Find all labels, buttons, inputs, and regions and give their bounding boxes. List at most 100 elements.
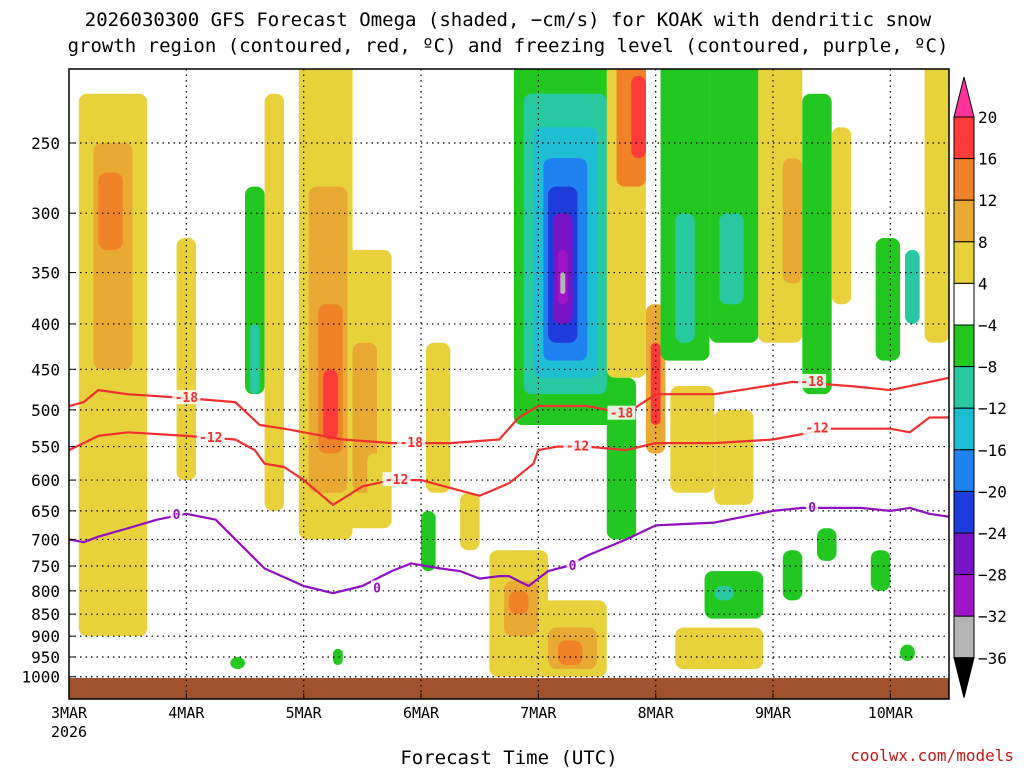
y-tick-label: 400 — [31, 315, 60, 334]
y-tick-label: 1000 — [21, 668, 60, 687]
contour-label: -18 — [175, 391, 199, 406]
colorbar-band — [953, 199, 975, 243]
y-tick-label: 900 — [31, 627, 60, 646]
omega-cell — [631, 75, 646, 159]
omega-cell — [675, 627, 764, 669]
omega-cell — [802, 93, 832, 395]
colorbar-band — [953, 449, 975, 492]
contour-label-bg — [196, 430, 225, 445]
y-tick-label: 300 — [31, 204, 60, 223]
y-tick-label: 500 — [31, 401, 60, 420]
contour-label-bg — [371, 580, 383, 595]
colorbar-label: 12 — [978, 191, 997, 210]
contour-label-bg — [397, 435, 426, 450]
contour-label-bg — [566, 557, 579, 572]
omega-cell — [560, 272, 566, 294]
omega-cell — [323, 369, 338, 440]
colorbar-band — [953, 366, 975, 409]
x-tick-label: 9MAR — [755, 704, 792, 722]
omega-cell — [98, 172, 123, 250]
credit-text: coolwx.com/models — [850, 746, 1014, 765]
colorbar-label: −36 — [978, 649, 1007, 668]
x-tick-label: 4MAR — [168, 704, 205, 722]
contour-label-bg — [170, 507, 183, 522]
contour-label-bg — [607, 405, 636, 420]
y-tick-label: 450 — [31, 360, 60, 379]
ground-layer — [69, 678, 949, 699]
colorbar-band — [953, 158, 975, 201]
colorbar-band — [953, 116, 975, 160]
colorbar: 20 16 12 8 4 −4 −8 −12 −16 −20 −24 −28 −32 −36 — [953, 76, 1007, 698]
omega-cell — [509, 590, 529, 615]
omega-cell — [817, 528, 837, 561]
y-tick-label: 800 — [31, 582, 60, 601]
colorbar-label: 16 — [978, 150, 997, 169]
omega-cell — [421, 510, 436, 572]
y-tick-label: 250 — [31, 134, 60, 153]
omega-cell — [782, 158, 803, 284]
contour-label: -18 — [800, 375, 824, 390]
colorbar-band — [953, 574, 975, 617]
plot-frame — [68, 68, 950, 700]
contour-label: -12 — [199, 431, 222, 446]
omega-cell — [719, 213, 744, 305]
colorbar-label: 8 — [978, 233, 988, 252]
y-tick-label: 950 — [31, 648, 60, 667]
omega-cell — [704, 571, 764, 619]
omega-cell — [831, 127, 852, 305]
contour-label: 0 — [373, 581, 381, 596]
contour-label-bg — [803, 420, 831, 435]
colorbar-band — [953, 282, 975, 326]
y-tick-label: 550 — [31, 438, 60, 457]
x-tick-label: 3MAR — [51, 704, 88, 722]
contour-label: 0 — [808, 501, 816, 516]
omega-cell — [367, 453, 382, 529]
colorbar-label: 4 — [978, 274, 988, 293]
omega-cell — [460, 492, 480, 551]
colorbar-label: −8 — [978, 358, 997, 377]
colorbar-band — [953, 407, 975, 451]
omega-cell — [675, 213, 695, 343]
colorbar-label: −32 — [978, 607, 1007, 626]
omega-cell — [714, 585, 734, 601]
colorbar-label: −12 — [978, 399, 1007, 418]
colorbar-bottom-arrow — [953, 657, 975, 698]
colorbar-band — [953, 532, 975, 576]
ground-surface — [69, 678, 949, 699]
chart-title-line-2: growth region (contoured, red, ºC) and f… — [68, 35, 949, 57]
contour-label: -18 — [399, 436, 423, 451]
omega-cell — [875, 238, 901, 361]
x-axis-label: Forecast Time (UTC) — [400, 747, 617, 768]
colorbar-band — [953, 615, 975, 659]
contour-label: 0 — [173, 508, 181, 523]
contour-label-bg — [172, 390, 201, 405]
chart-title-line-1: 2026030300 GFS Forecast Omega (shaded, −… — [85, 9, 932, 31]
contour-label: -18 — [610, 407, 634, 422]
y-tick-label: 750 — [31, 557, 60, 576]
colorbar-label: −4 — [978, 316, 997, 335]
omega-cell — [782, 550, 803, 601]
y-tick-label: 600 — [31, 471, 60, 490]
y-tick-label: 650 — [31, 502, 60, 521]
contour-label-bg — [563, 438, 592, 453]
contour-label: -12 — [385, 473, 408, 488]
y-tick-label: 350 — [31, 264, 60, 283]
x-tick-label: 8MAR — [638, 704, 675, 722]
y-tick-label: 700 — [31, 530, 60, 549]
omega-cell — [249, 323, 260, 395]
omega-shading — [78, 69, 949, 677]
omega-cell — [870, 550, 891, 591]
colorbar-label: −16 — [978, 441, 1007, 460]
omega-cell — [714, 409, 754, 505]
colorbar-band — [953, 490, 975, 534]
omega-cell — [557, 640, 583, 666]
contour-label-bg — [798, 373, 827, 388]
omega-cell — [900, 644, 915, 662]
y-tick-label: 850 — [31, 605, 60, 624]
omega-cell — [230, 657, 245, 669]
contour-label: -12 — [805, 422, 828, 437]
omega-cell — [924, 69, 949, 343]
colorbar-top-arrow — [953, 76, 975, 118]
